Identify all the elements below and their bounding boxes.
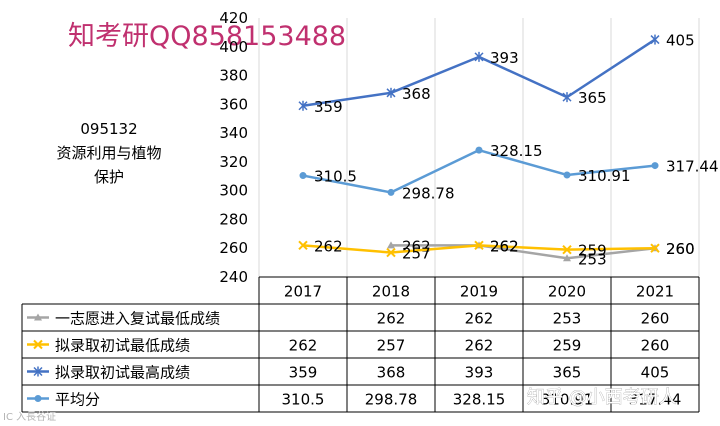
x-category-label: 2021 <box>636 283 674 301</box>
data-label: 262 <box>314 237 343 255</box>
table-cell: 262 <box>377 310 406 328</box>
legend-marker <box>34 313 42 321</box>
data-point <box>298 240 308 251</box>
table-cell: 260 <box>641 310 670 328</box>
data-point <box>562 92 572 103</box>
data-point <box>562 244 572 255</box>
data-point <box>563 254 571 262</box>
data-label: 310.91 <box>578 167 631 185</box>
data-point <box>650 34 660 45</box>
y-tick-label: 380 <box>219 67 248 85</box>
data-label: 368 <box>402 85 431 103</box>
y-tick-label: 300 <box>219 182 248 200</box>
side-code: 095132 <box>80 120 137 138</box>
legend-marker <box>34 395 42 402</box>
legend-entry: 一志愿进入复试最低成绩 <box>55 310 220 328</box>
series-line <box>391 244 656 260</box>
table-cell: 359 <box>289 364 318 382</box>
y-tick-label: 340 <box>219 124 248 142</box>
data-label: 310.5 <box>314 168 357 186</box>
data-label: 260 <box>666 240 695 258</box>
side-name-line1: 资源利用与植物 <box>56 144 161 162</box>
x-category-label: 2020 <box>548 283 586 301</box>
table-cell: 365 <box>553 364 582 382</box>
x-category-label: 2019 <box>460 283 498 301</box>
y-tick-label: 420 <box>219 9 248 27</box>
legend-entry: 拟录取初试最低成绩 <box>55 337 190 355</box>
table-cell: 405 <box>641 364 670 382</box>
watermark-title: 知考研QQ858153488 <box>68 21 346 52</box>
data-label: 253 <box>578 250 607 268</box>
data-point <box>474 240 484 251</box>
watermark-bottom: 知乎 @小西考研人 <box>527 387 677 408</box>
data-point <box>386 87 396 98</box>
table-cell: 310.5 <box>282 391 325 409</box>
table-cell: 317.44 <box>629 391 682 409</box>
table-cell: 253 <box>553 310 582 328</box>
data-label: 259 <box>578 242 607 260</box>
data-label: 359 <box>314 98 343 116</box>
table-cell: 368 <box>377 364 406 382</box>
legend-marker <box>33 339 43 350</box>
data-label: 393 <box>490 49 519 67</box>
data-label: 262 <box>490 237 519 255</box>
data-point <box>651 162 659 170</box>
legend-entry: 平均分 <box>55 391 100 409</box>
data-point <box>650 243 660 253</box>
table-cell: 262 <box>465 337 494 355</box>
table-cell: 262 <box>289 337 318 355</box>
legend-entry: 拟录取初试最高成绩 <box>55 364 190 382</box>
watermark-corner: IC 入長谷证 <box>3 411 56 423</box>
y-tick-label: 360 <box>219 95 248 113</box>
table-cell: 257 <box>377 337 406 355</box>
y-tick-label: 260 <box>219 239 248 257</box>
data-point <box>386 247 396 258</box>
data-label: 260 <box>666 240 695 258</box>
y-tick-label: 280 <box>219 210 248 228</box>
table-cell: 260 <box>641 337 670 355</box>
data-label: 365 <box>578 89 607 107</box>
data-label: 328.15 <box>490 142 543 160</box>
data-point <box>475 146 483 154</box>
data-label: 317.44 <box>666 158 719 176</box>
table-cell: 298.78 <box>365 391 418 409</box>
y-tick-label: 400 <box>219 38 248 56</box>
data-point <box>387 241 395 249</box>
y-tick-label: 240 <box>219 268 248 286</box>
data-point <box>298 100 308 111</box>
legend-marker <box>33 366 43 377</box>
y-tick-label: 320 <box>219 153 248 171</box>
table-cell: 262 <box>465 310 494 328</box>
side-name-line2: 保护 <box>94 168 124 186</box>
table-cell: 310.91 <box>541 391 594 409</box>
table-cell: 259 <box>553 337 582 355</box>
table-cell: 328.15 <box>453 391 506 409</box>
data-point <box>474 51 484 62</box>
x-category-label: 2018 <box>372 283 410 301</box>
data-point <box>387 188 395 196</box>
data-point <box>299 172 307 180</box>
x-category-label: 2017 <box>284 283 322 301</box>
data-label: 257 <box>402 245 431 263</box>
data-label: 405 <box>666 32 695 50</box>
data-label: 298.78 <box>402 184 455 202</box>
table-cell: 393 <box>465 364 494 382</box>
data-point <box>563 171 571 179</box>
